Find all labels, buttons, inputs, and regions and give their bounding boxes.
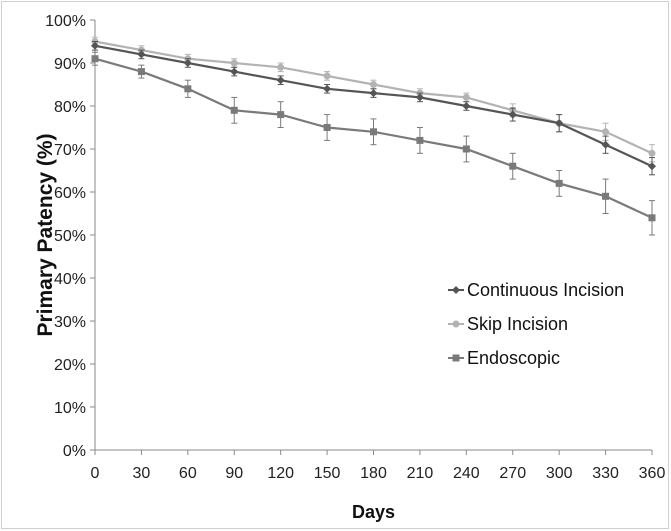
series-continuous-incision — [91, 41, 656, 176]
legend-label-skip-incision: Skip Incision — [467, 314, 568, 334]
x-tick-label: 150 — [314, 465, 341, 482]
y-tick-label: 0% — [63, 443, 86, 460]
legend-marker-skip-incision — [452, 320, 460, 328]
data-point — [91, 55, 99, 63]
data-point — [462, 145, 470, 153]
data-point — [415, 93, 424, 102]
data-point — [648, 162, 656, 171]
data-point — [137, 68, 145, 76]
data-point — [369, 89, 378, 98]
y-tick-label: 100% — [45, 13, 86, 30]
legend-label-continuous-incision: Continuous Incision — [467, 280, 624, 300]
x-tick-label: 120 — [267, 465, 294, 482]
data-point — [230, 106, 238, 114]
y-tick-label: 80% — [54, 99, 86, 116]
x-axis-title: Days — [352, 502, 395, 522]
data-point — [648, 214, 656, 222]
legend-label-endoscopic: Endoscopic — [467, 348, 560, 368]
data-point — [183, 59, 192, 67]
data-point — [91, 41, 99, 50]
data-point — [323, 124, 331, 131]
legend-marker-continuous-incision — [452, 286, 460, 294]
x-tick-label: 0 — [91, 465, 100, 482]
data-point — [508, 110, 517, 119]
x-tick-label: 300 — [546, 465, 573, 482]
data-point — [323, 72, 331, 80]
data-point — [602, 192, 610, 200]
data-point — [509, 162, 517, 170]
data-point — [276, 76, 285, 85]
series-line-continuous-incision — [94, 44, 653, 168]
y-tick-label: 20% — [54, 357, 86, 374]
data-point — [277, 63, 285, 71]
x-tick-label: 60 — [179, 465, 197, 482]
legend-marker-endoscopic — [452, 354, 460, 362]
y-tick-label: 70% — [54, 142, 86, 159]
data-point — [648, 149, 656, 157]
y-tick-label: 40% — [54, 271, 86, 288]
x-tick-label: 270 — [499, 465, 526, 482]
y-tick-label: 90% — [54, 56, 86, 73]
data-point — [184, 85, 192, 93]
data-point — [370, 81, 377, 88]
data-point — [230, 67, 239, 76]
data-point — [137, 50, 146, 59]
y-tick-label: 60% — [54, 185, 86, 202]
data-point — [230, 59, 238, 67]
data-point — [323, 84, 332, 93]
x-tick-label: 330 — [592, 465, 619, 482]
x-tick-label: 240 — [453, 465, 480, 482]
legend: Continuous Incision Skip Incision Endoscop… — [448, 280, 624, 368]
x-tick-label: 180 — [360, 465, 387, 482]
x-tick-label: 30 — [133, 465, 151, 482]
y-axis-title: Primary Patency (%) — [34, 133, 57, 336]
series-layer — [91, 36, 656, 236]
data-point — [555, 179, 563, 187]
x-tick-label: 210 — [407, 465, 434, 482]
x-tick-label: 90 — [225, 465, 243, 482]
data-point — [370, 128, 377, 136]
data-point — [416, 136, 424, 144]
data-point — [462, 102, 471, 110]
data-point — [601, 140, 610, 149]
y-tick-label: 50% — [54, 228, 86, 245]
data-point — [555, 119, 564, 128]
x-ticks: 0 30 60 90 120 150 180 210 240 270 300 330 360 — [91, 450, 666, 482]
series-endoscopic — [91, 51, 656, 236]
y-tick-label: 10% — [54, 400, 86, 417]
y-tick-label: 30% — [54, 314, 86, 331]
y-ticks: 0% 10% 20% 30% 40% 50% 60% 70% 80% 90% 100% — [45, 13, 95, 460]
data-point — [602, 128, 610, 136]
data-point — [462, 93, 470, 101]
x-tick-label: 360 — [639, 465, 666, 482]
data-point — [277, 111, 285, 119]
